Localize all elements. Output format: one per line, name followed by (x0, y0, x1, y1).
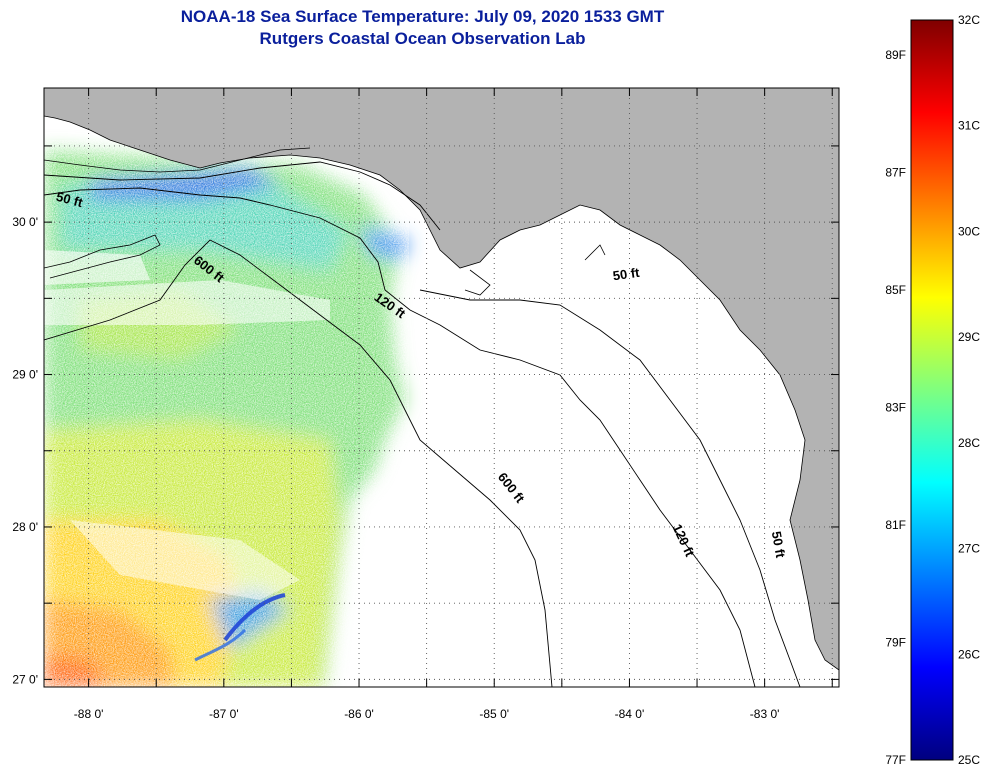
lat-tick-label: 27 0' (12, 672, 38, 686)
lat-tick-label: 29 0' (12, 368, 38, 382)
longitude-labels: -88 0' -87 0' -86 0' -85 0' -84 0' -83 0' (74, 707, 780, 721)
depth-contours (44, 161, 801, 687)
colorbar-ramp (910, 19, 954, 761)
sst-field (44, 140, 410, 687)
colorbar-celsius-label: 29C (958, 330, 980, 344)
title-line-2: Rutgers Coastal Ocean Observation Lab (259, 29, 586, 48)
colorbar-celsius-label: 32C (958, 13, 980, 27)
colorbar-celsius-label: 27C (958, 542, 980, 556)
depth-contour-label: 50 ft (612, 265, 641, 284)
depth-contour-label: 50 ft (55, 189, 85, 211)
colorbar-fahrenheit-label: 79F (885, 636, 906, 650)
axis-ticks (44, 88, 839, 687)
colorbar-celsius-label: 31C (958, 119, 980, 133)
lon-tick-label: -86 0' (344, 707, 374, 721)
coastline-detail (44, 147, 606, 296)
lon-tick-label: -87 0' (209, 707, 239, 721)
colorbar-celsius-label: 28C (958, 436, 980, 450)
lon-tick-label: -85 0' (479, 707, 509, 721)
depth-contour-label: 50 ft (769, 530, 789, 560)
map-frame (43, 87, 840, 688)
colorbar-fahrenheit-label: 85F (885, 283, 906, 297)
land (44, 88, 839, 671)
colorbar-fahrenheit-label: 77F (885, 753, 906, 767)
colorbar: 32C 31C 30C 29C 28C 27C 26C 25C 89F 87F 85F 83F 81F… (885, 13, 980, 767)
map-title: NOAA-18 Sea Surface Temperature: July 09… (0, 6, 845, 50)
colorbar-fahrenheit-label: 81F (885, 518, 906, 532)
colorbar-celsius-label: 25C (958, 753, 980, 767)
colorbar-fahrenheit-label: 87F (885, 166, 906, 180)
colorbar-celsius-label: 30C (958, 224, 980, 238)
lat-tick-label: 30 0' (12, 215, 38, 229)
lon-tick-label: -88 0' (74, 707, 104, 721)
title-line-1: NOAA-18 Sea Surface Temperature: July 09… (180, 7, 665, 26)
colorbar-fahrenheit-label: 83F (885, 401, 906, 415)
colorbar-fahrenheit-labels: 89F 87F 85F 83F 81F 79F 77F (885, 48, 906, 767)
colorbar-celsius-label: 26C (958, 647, 980, 661)
lat-tick-label: 28 0' (12, 520, 38, 534)
latitude-labels: 30 0' 29 0' 28 0' 27 0' (12, 215, 38, 686)
colorbar-fahrenheit-label: 89F (885, 48, 906, 62)
colorbar-celsius-labels: 32C 31C 30C 29C 28C 27C 26C 25C (958, 13, 980, 767)
lon-tick-label: -83 0' (750, 707, 780, 721)
lon-tick-label: -84 0' (615, 707, 645, 721)
